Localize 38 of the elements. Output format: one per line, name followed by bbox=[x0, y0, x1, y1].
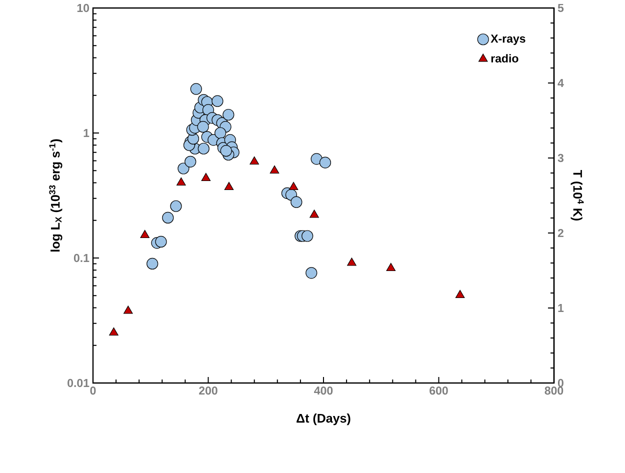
point bbox=[222, 108, 234, 121]
point bbox=[178, 162, 190, 174]
x-tick-label: 0 bbox=[90, 386, 96, 395]
y-tick-label: 0.01 bbox=[68, 378, 90, 388]
y2-axis-title: T (10$^{4}$ K) bbox=[570, 170, 584, 220]
x-tick-label: 800 bbox=[544, 386, 564, 395]
y2-tick-label: 5 bbox=[558, 4, 564, 12]
y2-tick-label: 4 bbox=[558, 79, 564, 87]
point bbox=[162, 212, 174, 224]
point bbox=[184, 156, 196, 168]
point bbox=[198, 142, 210, 154]
x-axis-title: Δt (Days) bbox=[296, 414, 350, 426]
point bbox=[197, 121, 209, 133]
point bbox=[214, 127, 226, 139]
point bbox=[319, 156, 332, 168]
point bbox=[220, 145, 232, 157]
y2-tick-label: 1 bbox=[558, 304, 564, 312]
point bbox=[146, 258, 158, 270]
legend-label: X-rays bbox=[490, 34, 526, 45]
y-tick-label: 10 bbox=[77, 4, 90, 12]
point bbox=[302, 230, 314, 242]
legend-label: radio bbox=[491, 54, 518, 63]
point bbox=[310, 153, 322, 165]
point bbox=[190, 83, 202, 95]
y2-tick-label: 3 bbox=[558, 154, 564, 162]
y-axis-title: log L$_{X}$ (10$^{33}$ erg s$^{-1}$) bbox=[49, 139, 62, 252]
point bbox=[290, 196, 302, 208]
y-tick-label: 1 bbox=[84, 129, 90, 137]
y2-tick-label: 0 bbox=[558, 378, 564, 388]
x-tick-label: 400 bbox=[314, 386, 333, 395]
point bbox=[306, 267, 318, 279]
y2-tick-label: 2 bbox=[558, 228, 564, 238]
x-tick-label: 600 bbox=[430, 386, 448, 395]
point bbox=[212, 95, 224, 107]
x-tick-label: 200 bbox=[199, 386, 218, 395]
point bbox=[170, 200, 182, 212]
point bbox=[155, 236, 167, 248]
y-tick-label: 0.1 bbox=[74, 254, 90, 262]
